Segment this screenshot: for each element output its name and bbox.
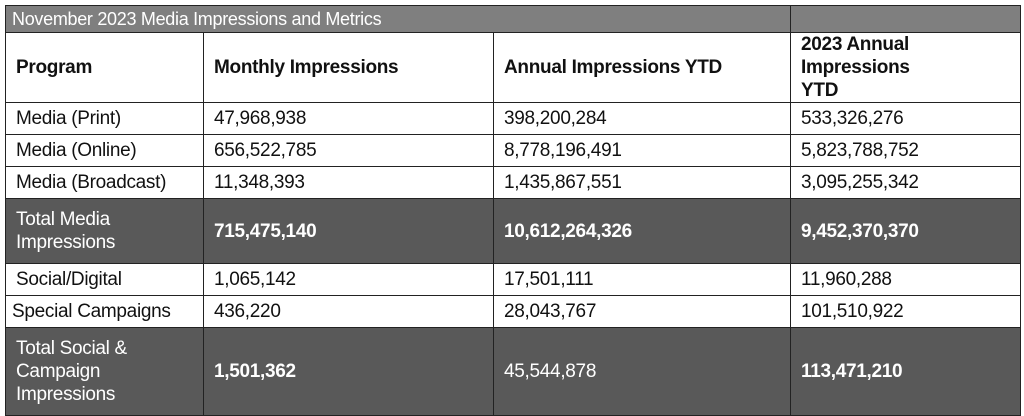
table-row: Media (Broadcast) 11,348,393 1,435,867,5… — [5, 166, 1022, 199]
column-header: Program — [5, 32, 204, 103]
monthly-cell: 656,522,785 — [203, 134, 494, 167]
media-impressions-table: November 2023 Media Impressions and Metr… — [4, 5, 1022, 416]
program-cell: Media (Print) — [5, 102, 204, 135]
program-cell: Media (Online) — [5, 134, 204, 167]
annual-2023-cell: 101,510,922 — [790, 295, 1022, 328]
total-row: Total Social & Campaign Impressions 1,50… — [5, 327, 1022, 416]
table-row: Special Campaigns 436,220 28,043,767 101… — [5, 295, 1022, 328]
annual-cell: 17,501,111 — [492, 263, 792, 296]
monthly-cell: 47,968,938 — [203, 102, 494, 135]
monthly-cell: 1,065,142 — [203, 263, 494, 296]
table-title: November 2023 Media Impressions and Metr… — [4, 5, 792, 33]
column-header: Monthly Impressions — [203, 32, 494, 103]
annual-cell: 28,043,767 — [492, 295, 792, 328]
annual-cell: 1,435,867,551 — [492, 166, 792, 199]
program-cell: Media (Broadcast) — [5, 166, 204, 199]
annual-cell: 10,612,264,326 — [492, 198, 792, 264]
table-title-row: November 2023 Media Impressions and Metr… — [4, 5, 1022, 33]
program-cell: Total Media Impressions — [5, 198, 204, 264]
annual-2023-cell: 9,452,370,370 — [790, 198, 1022, 264]
annual-cell: 8,778,196,491 — [492, 134, 792, 167]
table-row: Social/Digital 1,065,142 17,501,111 11,9… — [5, 263, 1022, 296]
program-cell: Social/Digital — [5, 263, 204, 296]
table-row: Media (Print) 47,968,938 398,200,284 533… — [5, 102, 1022, 135]
header-row: Program Monthly Impressions Annual Impre… — [5, 32, 1022, 103]
empty-cell — [790, 5, 1022, 33]
program-cell: Total Social & Campaign Impressions — [5, 327, 204, 416]
annual-2023-cell: 11,960,288 — [790, 263, 1022, 296]
monthly-cell: 436,220 — [203, 295, 494, 328]
monthly-cell: 715,475,140 — [203, 198, 494, 264]
column-header: Annual Impressions YTD — [492, 32, 792, 103]
table-row: Media (Online) 656,522,785 8,778,196,491… — [5, 134, 1022, 167]
annual-cell: 398,200,284 — [492, 102, 792, 135]
annual-2023-cell: 3,095,255,342 — [790, 166, 1022, 199]
annual-2023-cell: 5,823,788,752 — [790, 134, 1022, 167]
program-cell: Special Campaigns — [5, 295, 204, 328]
column-header: 2023 Annual Impressions YTD — [790, 32, 1022, 103]
annual-cell: 45,544,878 — [492, 327, 792, 416]
monthly-cell: 11,348,393 — [203, 166, 494, 199]
annual-2023-cell: 533,326,276 — [790, 102, 1022, 135]
annual-2023-cell: 113,471,210 — [790, 327, 1022, 416]
monthly-cell: 1,501,362 — [203, 327, 494, 416]
total-row: Total Media Impressions 715,475,140 10,6… — [5, 198, 1022, 264]
